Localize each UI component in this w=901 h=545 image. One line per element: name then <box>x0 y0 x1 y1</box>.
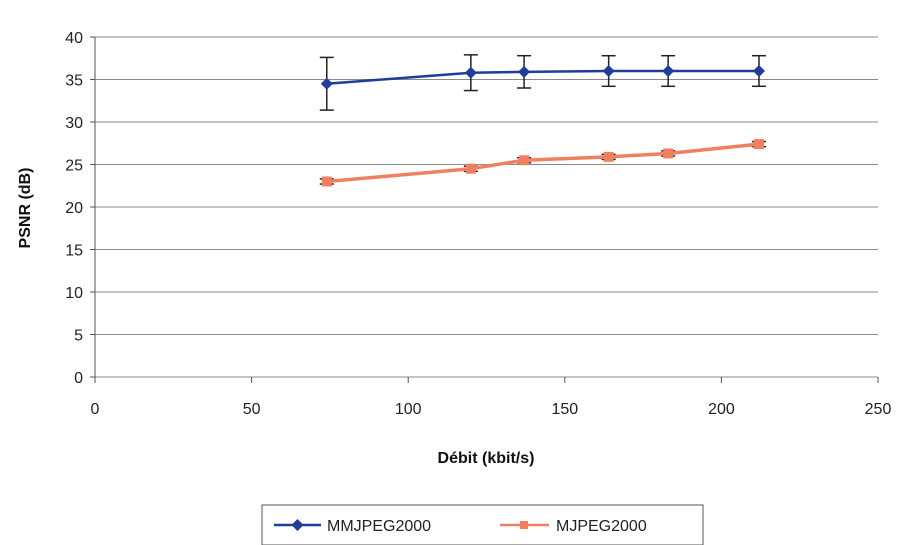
series-line-mmjpeg2000 <box>326 69 759 85</box>
point-mjpeg2000-3 <box>603 151 614 162</box>
series-layer <box>319 54 766 187</box>
y-tick-label-5: 5 <box>74 328 83 345</box>
y-tick-label-20: 20 <box>65 200 83 217</box>
series-line-mjpeg2000 <box>326 142 760 184</box>
point-mjpeg2000-5 <box>753 139 764 150</box>
y-tick-label-35: 35 <box>65 73 83 90</box>
y-tick-label-0: 0 <box>74 370 83 387</box>
legend-label-mmjpeg2000: MMJPEG2000 <box>327 518 431 535</box>
y-tick-label-25: 25 <box>65 158 83 175</box>
point-mmjpeg2000-2 <box>518 65 531 78</box>
legend-marker-mjpeg2000 <box>520 521 528 529</box>
point-mjpeg2000-0 <box>321 176 332 187</box>
point-mmjpeg2000-3 <box>602 65 615 77</box>
x-tick-label-200: 200 <box>708 401 735 418</box>
point-mjpeg2000-1 <box>465 163 476 174</box>
legend-box <box>261 504 704 545</box>
y-axis-title: PSNR (dB) <box>17 168 34 249</box>
point-mmjpeg2000-5 <box>752 65 765 77</box>
x-tick-label-100: 100 <box>395 401 422 418</box>
legend: MMJPEG2000 MJPEG2000 <box>261 504 704 545</box>
legend-marker-mmjpeg2000 <box>291 519 304 531</box>
x-tick-label-0: 0 <box>91 401 100 418</box>
legend-label-mjpeg2000: MJPEG2000 <box>556 518 647 535</box>
x-axis-title: Débit (kbit/s) <box>438 450 535 467</box>
y-tick-label-10: 10 <box>65 285 83 302</box>
point-mjpeg2000-4 <box>663 148 674 159</box>
x-tick-label-50: 50 <box>243 401 261 418</box>
y-tick-labels: 0 5 10 15 20 25 30 35 40 <box>65 30 83 387</box>
point-mmjpeg2000-4 <box>662 65 675 77</box>
point-mmjpeg2000-1 <box>464 66 477 79</box>
point-mmjpeg2000-0 <box>320 77 333 90</box>
y-tick-label-15: 15 <box>65 243 83 260</box>
x-tick-labels: 0 50 100 150 200 250 <box>91 401 892 418</box>
grid <box>90 36 879 383</box>
x-tick-label-250: 250 <box>865 401 892 418</box>
y-tick-label-30: 30 <box>65 115 83 132</box>
x-tick-label-150: 150 <box>551 401 578 418</box>
y-tick-label-40: 40 <box>65 30 83 47</box>
point-mjpeg2000-2 <box>519 155 530 166</box>
